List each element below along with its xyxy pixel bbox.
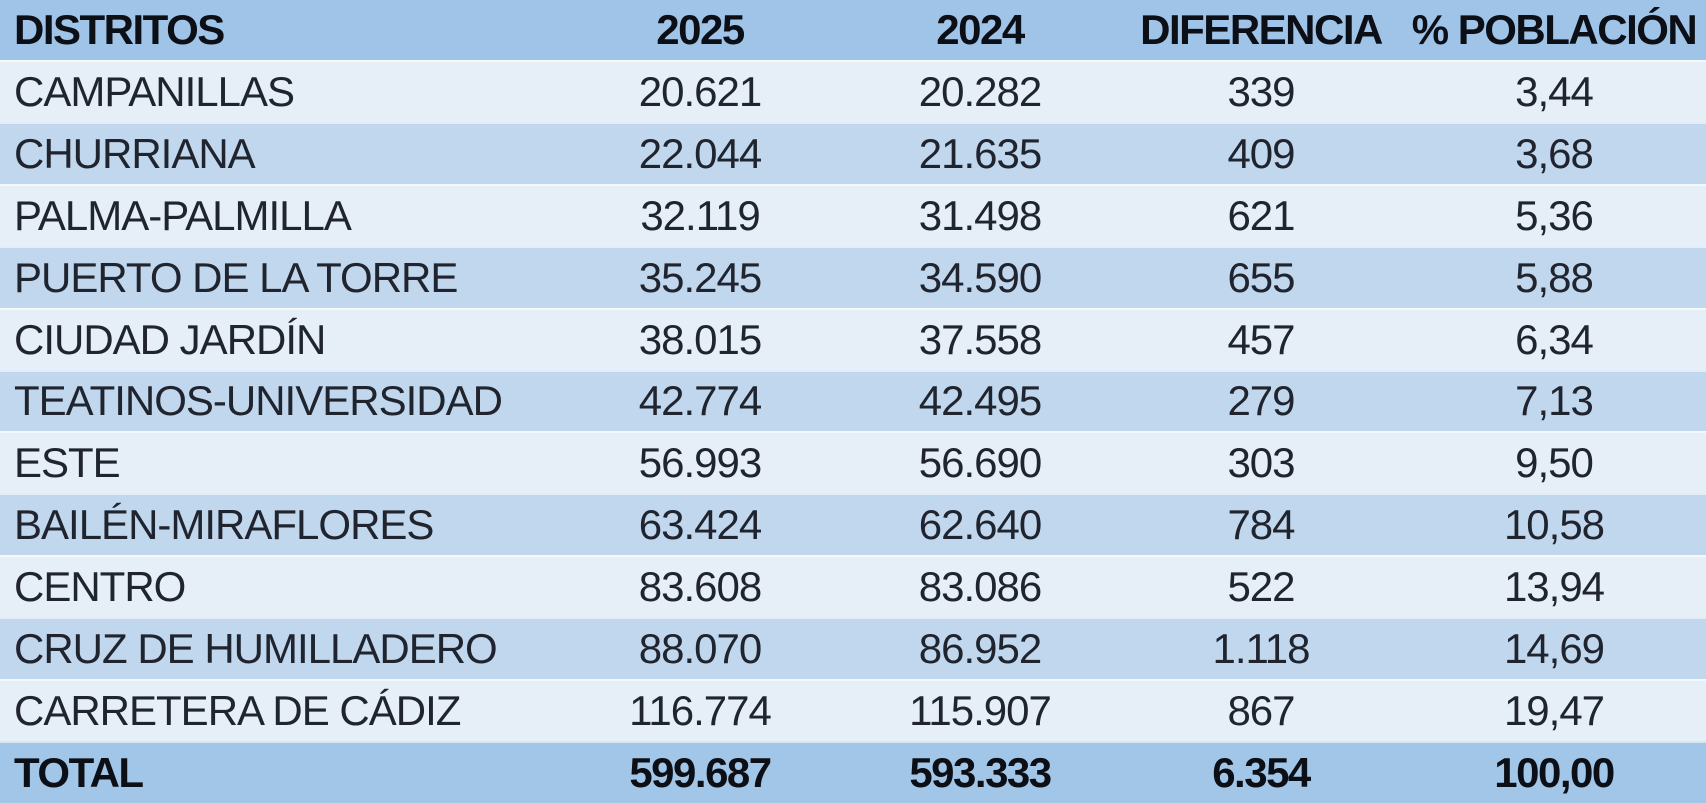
table-row: CARRETERA DE CÁDIZ 116.774 115.907 867 19,47	[0, 679, 1706, 742]
table-row: CAMPANILLAS 20.621 20.282 339 3,44	[0, 59, 1706, 122]
cell-y2024: 83.086	[918, 563, 1042, 611]
cell-y2025: 22.044	[638, 129, 762, 177]
cell-diff: 1.118	[1212, 625, 1311, 673]
cell-district: PUERTO DE LA TORRE	[14, 253, 458, 301]
cell-pct: 3,68	[1515, 129, 1594, 177]
cell-y2025: 38.015	[638, 315, 762, 363]
total-value-diferencia: 6.354	[1212, 749, 1311, 797]
cell-diff: 457	[1227, 315, 1295, 363]
cell-y2025: 88.070	[638, 625, 762, 673]
cell-diff: 279	[1227, 377, 1295, 425]
column-header-diferencia: DIFERENCIA	[1140, 5, 1383, 53]
cell-y2025: 116.774	[629, 687, 772, 735]
cell-pct: 6,34	[1515, 315, 1594, 363]
cell-y2025: 83.608	[638, 563, 762, 611]
cell-y2024: 34.590	[918, 253, 1042, 301]
table-row: PUERTO DE LA TORRE 35.245 34.590 655 5,88	[0, 245, 1706, 308]
cell-district: CARRETERA DE CÁDIZ	[14, 687, 461, 735]
cell-diff: 522	[1227, 563, 1295, 611]
total-value-2025: 599.687	[629, 749, 772, 797]
cell-district: TEATINOS-UNIVERSIDAD	[14, 377, 503, 425]
cell-district: CRUZ DE HUMILLADERO	[14, 625, 498, 673]
cell-pct: 7,13	[1515, 377, 1594, 425]
cell-diff: 409	[1227, 129, 1295, 177]
cell-y2025: 42.774	[638, 377, 762, 425]
cell-y2024: 56.690	[918, 439, 1042, 487]
cell-pct: 13,94	[1503, 563, 1605, 611]
cell-y2024: 21.635	[918, 129, 1042, 177]
cell-pct: 9,50	[1515, 439, 1594, 487]
table-row: PALMA-PALMILLA 32.119 31.498 621 5,36	[0, 183, 1706, 246]
table-row: CRUZ DE HUMILLADERO 88.070 86.952 1.118 14,6…	[0, 617, 1706, 680]
cell-district: PALMA-PALMILLA	[14, 191, 352, 239]
cell-y2025: 63.424	[638, 501, 762, 549]
cell-y2024: 37.558	[918, 315, 1042, 363]
table-row: CENTRO 83.608 83.086 522 13,94	[0, 555, 1706, 618]
cell-diff: 621	[1227, 191, 1295, 239]
cell-diff: 655	[1227, 253, 1295, 301]
cell-y2025: 35.245	[638, 253, 762, 301]
cell-pct: 5,36	[1515, 191, 1594, 239]
table-row: CIUDAD JARDÍN 38.015 37.558 457 6,34	[0, 307, 1706, 370]
table-row: BAILÉN-MIRAFLORES 63.424 62.640 784 10,58	[0, 493, 1706, 556]
cell-y2024: 31.498	[918, 191, 1042, 239]
table-row: TEATINOS-UNIVERSIDAD 42.774 42.495 279 7,13	[0, 369, 1706, 432]
table-header-row: DISTRITOS 2025 2024 DIFERENCIA % POBLACI…	[0, 0, 1706, 60]
cell-y2025: 32.119	[640, 191, 760, 239]
total-value-poblacion: 100,00	[1494, 749, 1615, 797]
total-value-2024: 593.333	[909, 749, 1052, 797]
column-header-poblacion: % POBLACIÓN	[1411, 5, 1698, 53]
cell-district: BAILÉN-MIRAFLORES	[14, 501, 434, 549]
total-label: TOTAL	[14, 749, 144, 797]
table-total-row: TOTAL 599.687 593.333 6.354 100,00	[0, 741, 1706, 803]
cell-district: CENTRO	[14, 563, 186, 611]
table-row: CHURRIANA 22.044 21.635 409 3,68	[0, 121, 1706, 184]
cell-y2024: 20.282	[918, 67, 1042, 115]
table-row: ESTE 56.993 56.690 303 9,50	[0, 431, 1706, 494]
column-header-2024: 2024	[936, 5, 1025, 53]
cell-district: ESTE	[14, 439, 121, 487]
cell-y2024: 42.495	[918, 377, 1042, 425]
cell-y2024: 62.640	[918, 501, 1042, 549]
cell-diff: 303	[1227, 439, 1295, 487]
cell-diff: 339	[1227, 67, 1295, 115]
column-header-distritos: DISTRITOS	[14, 5, 225, 53]
cell-y2025: 20.621	[638, 67, 762, 115]
cell-pct: 5,88	[1515, 253, 1594, 301]
cell-y2024: 115.907	[909, 687, 1052, 735]
cell-district: CAMPANILLAS	[14, 67, 295, 115]
cell-y2025: 56.993	[638, 439, 762, 487]
cell-diff: 784	[1227, 501, 1295, 549]
cell-pct: 19,47	[1503, 687, 1605, 735]
cell-district: CHURRIANA	[14, 129, 256, 177]
cell-y2024: 86.952	[918, 625, 1042, 673]
column-header-2025: 2025	[656, 5, 745, 53]
cell-pct: 14,69	[1503, 625, 1605, 673]
cell-pct: 3,44	[1515, 67, 1594, 115]
cell-district: CIUDAD JARDÍN	[14, 315, 326, 363]
cell-pct: 10,58	[1503, 501, 1605, 549]
cell-diff: 867	[1227, 687, 1295, 735]
